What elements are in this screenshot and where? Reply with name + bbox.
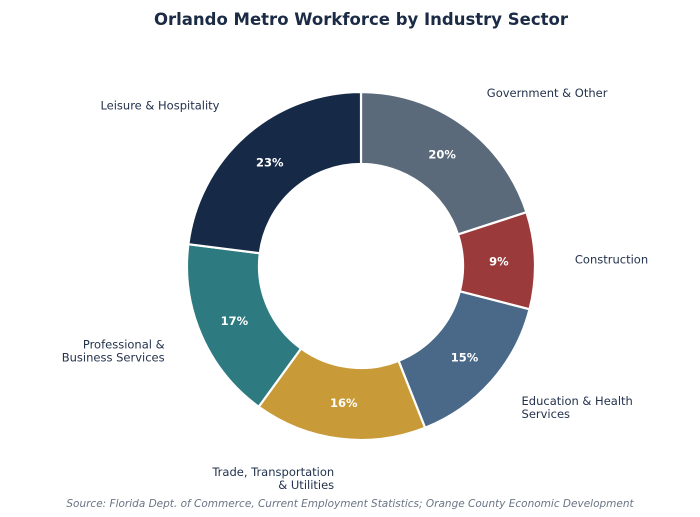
category-label-leisure-and-hospitality: Leisure & Hospitality (100, 98, 219, 112)
percent-label-government-and-other: 20% (428, 147, 456, 161)
category-labels: Government & Other Construction Education … (62, 86, 648, 492)
source-note: Source: Florida Dept. of Commerce, Curre… (66, 498, 634, 510)
category-label-trade-transportation-and-utilities: Trade, Transportation & Utilities (211, 465, 334, 492)
donut-slices (185, 90, 537, 442)
category-label-government-and-other: Government & Other (487, 86, 608, 100)
category-label-professional-and-business-services: Professional & Business Services (62, 337, 165, 364)
percent-label-professional-and-business-services: 17% (221, 314, 249, 328)
percent-label-leisure-and-hospitality: 23% (256, 155, 284, 169)
percent-label-trade-transportation-and-utilities: 16% (330, 396, 358, 410)
slice-government-and-other (359, 90, 528, 236)
chart-title: Orlando Metro Workforce by Industry Sect… (154, 10, 569, 29)
category-label-education-and-health-services: Education & Health Services (522, 394, 633, 421)
category-label-construction: Construction (575, 252, 648, 266)
percent-label-construction: 9% (489, 255, 509, 269)
slice-leisure-and-hospitality (187, 90, 363, 255)
percent-labels: 20% 9% 15% 16% 17% 23% (221, 147, 510, 410)
percent-label-education-and-health-services: 15% (451, 350, 479, 364)
